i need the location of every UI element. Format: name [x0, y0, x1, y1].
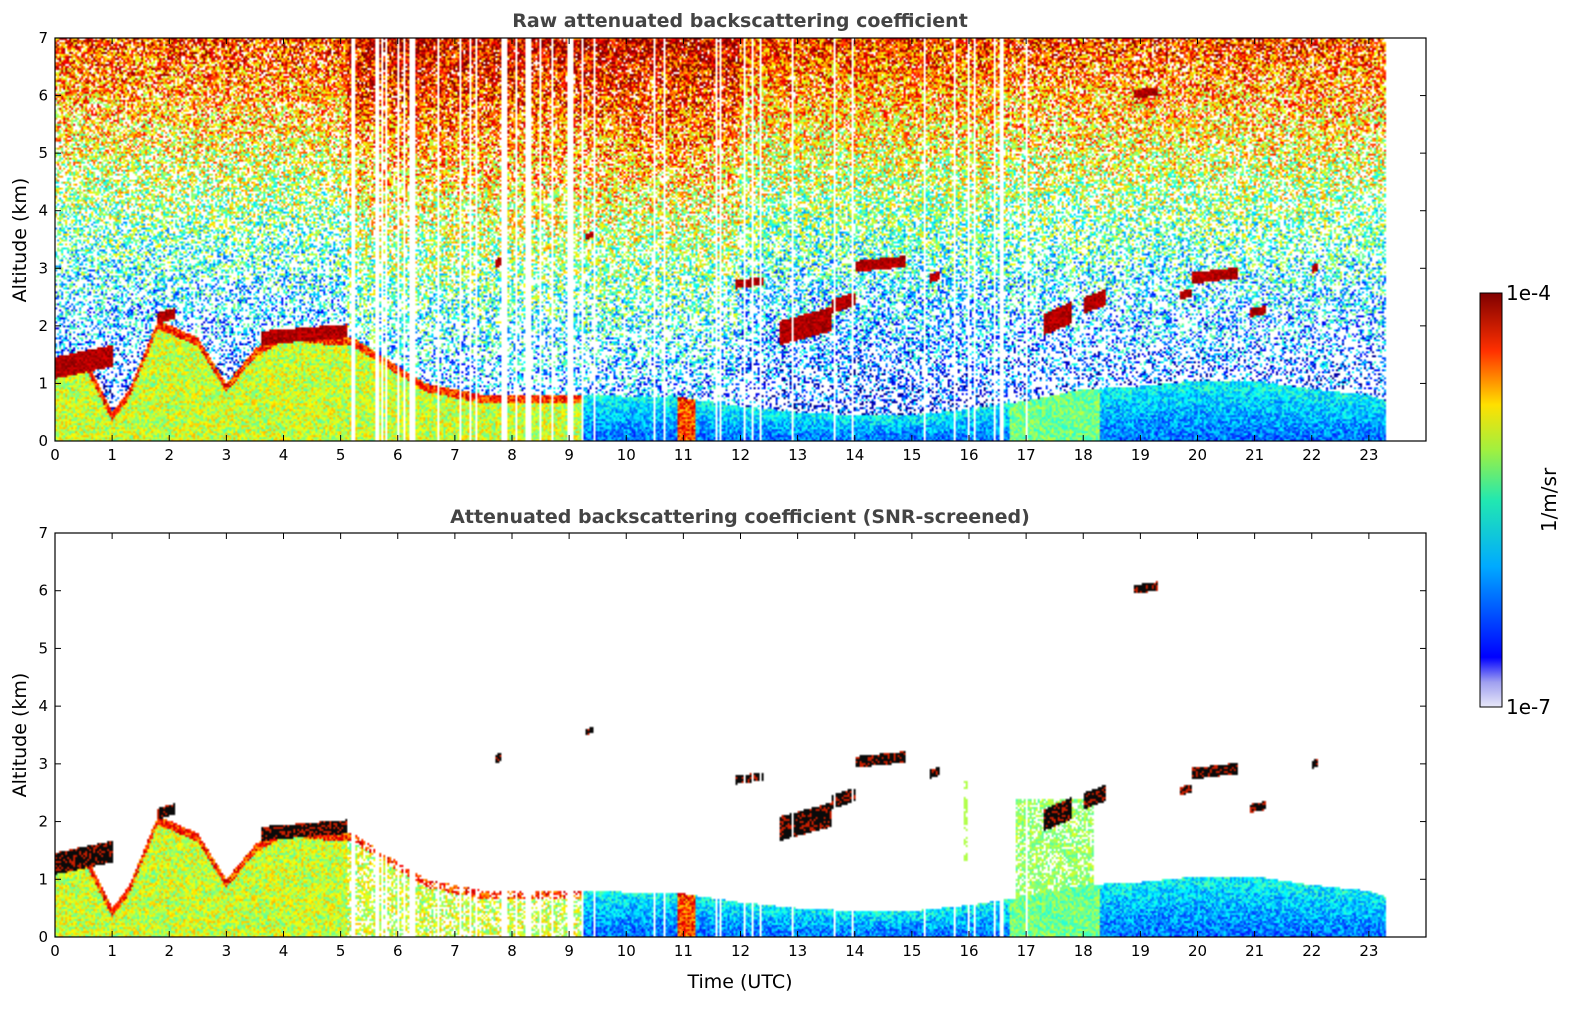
panel1-title: Raw attenuated backscattering coefficien… — [512, 10, 968, 32]
panel2-xtick-label: 21 — [1245, 942, 1264, 960]
panel1-xtick-label: 20 — [1188, 446, 1207, 464]
panel2-title: Attenuated backscattering coefficient (S… — [450, 506, 1030, 528]
panel2-xtick-label: 17 — [1017, 942, 1036, 960]
panel1-xtick-label: 12 — [731, 446, 750, 464]
panel1-ytick-label: 1 — [38, 374, 48, 392]
panel1-ytick-label: 5 — [38, 144, 48, 162]
panel1-xtick-label: 6 — [393, 446, 403, 464]
panel2-xtick-label: 11 — [674, 942, 693, 960]
panel2-xtick-label: 16 — [959, 942, 978, 960]
panel2-xtick-label: 22 — [1302, 942, 1321, 960]
panel2-xtick-label: 20 — [1188, 942, 1207, 960]
panel2-ytick-label: 7 — [38, 524, 48, 542]
colorbar-unit-label: 1/m/sr — [1537, 467, 1561, 532]
panel2-xtick-label: 4 — [279, 942, 289, 960]
panel1-xtick-label: 3 — [222, 446, 232, 464]
panel2-xtick-label: 18 — [1074, 942, 1093, 960]
panel2-xtick-label: 0 — [50, 942, 60, 960]
panel1-xtick-label: 1 — [107, 446, 117, 464]
panel1-ytick-label: 7 — [38, 29, 48, 47]
panel1-xtick-label: 9 — [564, 446, 574, 464]
panel1-xtick-label: 17 — [1017, 446, 1036, 464]
panel1-xtick-label: 19 — [1131, 446, 1150, 464]
panel2-ytick-label: 2 — [38, 813, 48, 831]
panel2-ticks: 0 1 2 3 4 5 6 7 8 9 10 11 12 13 14 15 16 17 18 19 20 21 22 2301… — [38, 524, 1426, 960]
panel2-xtick-label: 9 — [564, 942, 574, 960]
panel1-xtick-label: 18 — [1074, 446, 1093, 464]
panel2-ytick-label: 0 — [38, 928, 48, 946]
panel1-xtick-label: 22 — [1302, 446, 1321, 464]
panel2-xtick-label: 8 — [507, 942, 517, 960]
panel2-xtick-label: 7 — [450, 942, 460, 960]
panel1-xtick-label: 11 — [674, 446, 693, 464]
panel2-xtick-label: 12 — [731, 942, 750, 960]
panel1-xtick-label: 4 — [279, 446, 289, 464]
panel1-xtick-label: 13 — [788, 446, 807, 464]
panel2-xtick-label: 19 — [1131, 942, 1150, 960]
panel1-ytick-label: 3 — [38, 259, 48, 277]
panel1-xtick-label: 21 — [1245, 446, 1264, 464]
colorbar-gradient — [1479, 292, 1503, 708]
panel1-xtick-label: 10 — [617, 446, 636, 464]
panel1-ylabel: Altitude (km) — [9, 178, 31, 303]
panel2-xtick-label: 10 — [617, 942, 636, 960]
panel1-xtick-label: 8 — [507, 446, 517, 464]
panel2-heatmap — [55, 533, 1426, 937]
panel1-ytick-label: 2 — [38, 317, 48, 335]
panel2-xtick-label: 13 — [788, 942, 807, 960]
panel2-xtick-label: 14 — [845, 942, 864, 960]
panel1-xtick-label: 2 — [164, 446, 174, 464]
panel2-ytick-label: 4 — [38, 697, 48, 715]
panel2-ytick-label: 3 — [38, 755, 48, 773]
panel1-ytick-label: 0 — [38, 432, 48, 450]
panel2-plot-area — [54, 532, 1427, 938]
panel1-ytick-label: 4 — [38, 202, 48, 220]
panel2-xlabel: Time (UTC) — [686, 971, 792, 993]
panel2-xtick-label: 1 — [107, 942, 117, 960]
panel2-xtick-label: 2 — [164, 942, 174, 960]
colorbar-max-label: 1e-4 — [1506, 281, 1551, 305]
panel1-xtick-label: 0 — [50, 446, 60, 464]
panel1-xtick-label: 23 — [1359, 446, 1378, 464]
panel1-xtick-label: 16 — [959, 446, 978, 464]
panel2-xtick-label: 23 — [1359, 942, 1378, 960]
panel2-ylabel: Altitude (km) — [9, 673, 31, 798]
panel2-xtick-label: 5 — [336, 942, 346, 960]
panel1-ytick-label: 6 — [38, 87, 48, 105]
panel1-heatmap — [55, 38, 1426, 441]
colorbar-min-label: 1e-7 — [1506, 695, 1551, 719]
panel1-plot-area — [54, 37, 1427, 442]
panel1-xtick-label: 15 — [902, 446, 921, 464]
panel2-xtick-label: 15 — [902, 942, 921, 960]
panel2-ytick-label: 1 — [38, 870, 48, 888]
panel2-xtick-label: 6 — [393, 942, 403, 960]
panel2-ytick-label: 5 — [38, 639, 48, 657]
panel1-xtick-label: 5 — [336, 446, 346, 464]
panel1-xtick-label: 14 — [845, 446, 864, 464]
panel2-xtick-label: 3 — [222, 942, 232, 960]
colorbar: 1e-4 1e-7 1/m/sr — [1479, 281, 1561, 719]
panel1-ticks: 0 1 2 3 4 5 6 7 8 9 10 11 12 13 14 15 16 17 18 19 20 21 22 2301… — [38, 29, 1426, 464]
panel2-ytick-label: 6 — [38, 582, 48, 600]
panel1-xtick-label: 7 — [450, 446, 460, 464]
